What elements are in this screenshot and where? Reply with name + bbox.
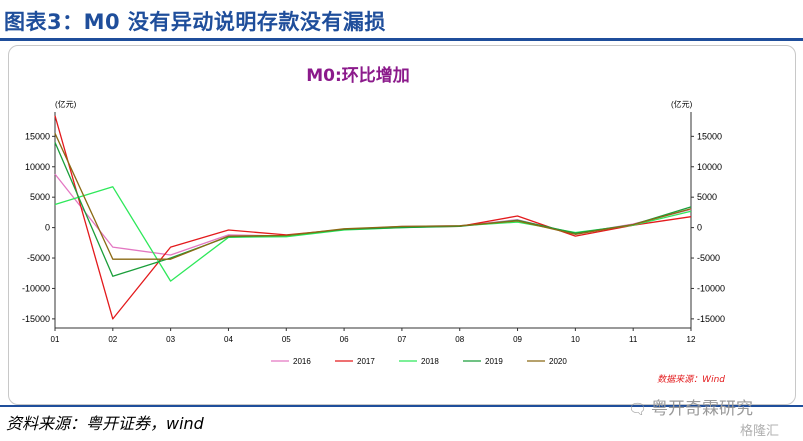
x-tick-label: 01	[51, 335, 60, 344]
x-tick-label: 08	[455, 335, 464, 344]
y-tick-label-right: -5000	[697, 253, 720, 263]
series-lines	[54, 115, 692, 320]
y-axis-unit-left: (亿元)	[55, 99, 77, 109]
watermark-text: 粤开奇霖研究	[651, 399, 754, 419]
y-tick-label-left: -10000	[22, 283, 50, 293]
legend-label-2016: 2016	[293, 357, 311, 366]
x-tick-label: 09	[513, 335, 522, 344]
source-note: 资料来源：粤开证券，wind	[6, 414, 204, 433]
y-tick-label-left: 15000	[25, 131, 50, 141]
series-line-2018	[54, 186, 692, 282]
y-tick-label-left: -5000	[27, 253, 50, 263]
figure-title: 图表3：M0 没有异动说明存款没有漏损	[4, 10, 386, 34]
x-tick-label: 10	[571, 335, 580, 344]
legend-label-2020: 2020	[549, 357, 567, 366]
chart-title: M0:环比增加	[306, 65, 410, 86]
x-tick-label: 03	[166, 335, 175, 344]
y-tick-label-left: 0	[45, 223, 50, 233]
y-tick-label-right: 0	[697, 223, 702, 233]
y-tick-label-right: 5000	[697, 192, 717, 202]
series-line-2019	[54, 142, 692, 277]
x-tick-label: 12	[687, 335, 696, 344]
x-tick-label: 06	[340, 335, 349, 344]
x-tick-label: 05	[282, 335, 291, 344]
x-tick-label: 02	[108, 335, 117, 344]
y-axis-unit-right: (亿元)	[671, 99, 693, 109]
series-line-2016	[54, 173, 692, 256]
x-tick-label: 04	[224, 335, 233, 344]
series-line-2020	[54, 133, 692, 260]
y-tick-label-right: 15000	[697, 131, 722, 141]
title-divider	[0, 38, 803, 41]
y-tick-label-left: 10000	[25, 162, 50, 172]
line-chart: M0:环比增加 (亿元) (亿元) -15000 -15000 -10000 -100…	[22, 65, 725, 385]
y-tick-label-left: 5000	[30, 192, 50, 202]
series-line-2017	[54, 115, 692, 320]
wechat-icon: 🗨	[628, 400, 648, 418]
watermark: 🗨 粤开奇霖研究	[628, 394, 753, 419]
watermark-sub: 格隆汇	[740, 424, 780, 439]
y-tick-label-right: 10000	[697, 162, 722, 172]
axes-group: -15000 -15000 -10000 -10000 -5000 -5000 0 0 5000…	[22, 112, 725, 344]
legend-label-2018: 2018	[421, 357, 439, 366]
footer-divider	[0, 405, 803, 407]
legend-label-2019: 2019	[485, 357, 503, 366]
chart-frame: M0:环比增加 (亿元) (亿元) -15000 -15000 -10000 -100…	[8, 45, 796, 405]
legend-label-2017: 2017	[357, 357, 375, 366]
x-tick-label: 11	[629, 335, 638, 344]
y-tick-label-left: -15000	[22, 314, 50, 324]
y-tick-label-right: -15000	[697, 314, 725, 324]
x-tick-label: 07	[397, 335, 406, 344]
y-tick-label-right: -10000	[697, 283, 725, 293]
chart-source-note: 数据来源：Wind	[657, 374, 725, 385]
legend: 2016 2017 2018 2019 2020	[271, 357, 567, 366]
